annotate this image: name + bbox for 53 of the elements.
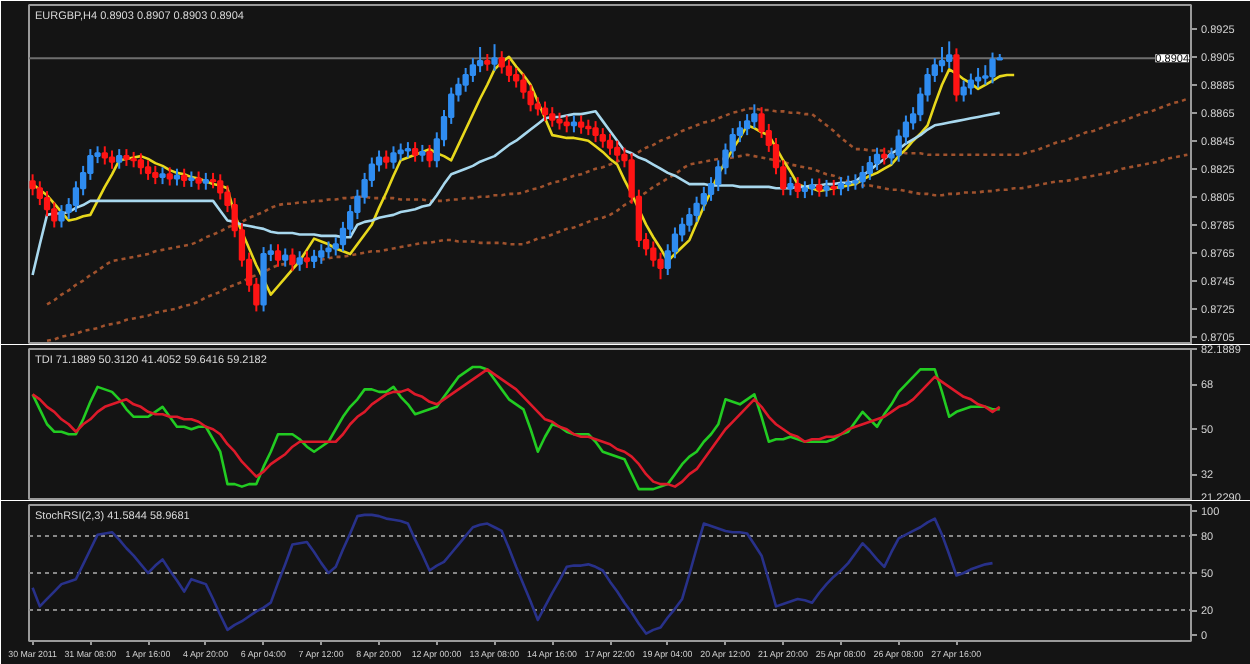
- candlestick: [592, 120, 599, 144]
- candlestick: [274, 243, 282, 268]
- candlestick: [614, 139, 621, 163]
- line-series: [31, 110, 1002, 277]
- candlestick: [476, 45, 484, 74]
- candlestick: [967, 72, 975, 96]
- candlestick: [974, 66, 982, 89]
- candlestick: [383, 149, 390, 170]
- candlestick: [137, 152, 145, 176]
- candlestick: [498, 50, 505, 75]
- candlestick: [101, 145, 108, 166]
- candlestick: [58, 204, 65, 229]
- candlestick: [108, 149, 116, 170]
- candlestick: [837, 176, 845, 197]
- candlestick: [152, 164, 159, 186]
- candlestick: [960, 79, 967, 103]
- candlestick: [816, 177, 823, 198]
- candlestick: [116, 148, 123, 170]
- candlestick: [549, 106, 556, 128]
- candlestick: [318, 243, 325, 265]
- candlestick: [873, 146, 881, 172]
- candlestick: [491, 43, 498, 72]
- candlestick: [166, 166, 173, 187]
- candlestick: [577, 114, 585, 135]
- candlestick: [859, 164, 866, 190]
- line-series: [45, 97, 1189, 306]
- candlestick: [599, 127, 606, 149]
- candlestick: [989, 51, 996, 85]
- candlestick: [794, 176, 801, 200]
- candlestick: [310, 248, 318, 270]
- candlestick: [296, 250, 303, 272]
- candlestick: [144, 159, 152, 181]
- candlestick: [390, 145, 397, 170]
- candlestick: [181, 167, 188, 188]
- line-series: [31, 513, 994, 635]
- candlestick: [541, 100, 549, 123]
- candlestick: [751, 103, 758, 130]
- candlestick: [787, 176, 794, 197]
- candlestick: [289, 247, 296, 272]
- candlestick: [411, 141, 419, 163]
- candlestick: [195, 170, 202, 191]
- candlestick: [29, 173, 36, 197]
- candlestick: [946, 40, 953, 69]
- candlestick: [606, 132, 614, 156]
- candlestick: [982, 64, 989, 86]
- candlestick: [282, 247, 289, 268]
- candlestick: [866, 155, 873, 181]
- candlestick: [938, 45, 946, 74]
- candlestick: [953, 47, 960, 103]
- candlestick: [650, 240, 657, 268]
- candlestick: [505, 58, 513, 83]
- candlestick: [426, 143, 433, 169]
- line-series: [31, 55, 1016, 296]
